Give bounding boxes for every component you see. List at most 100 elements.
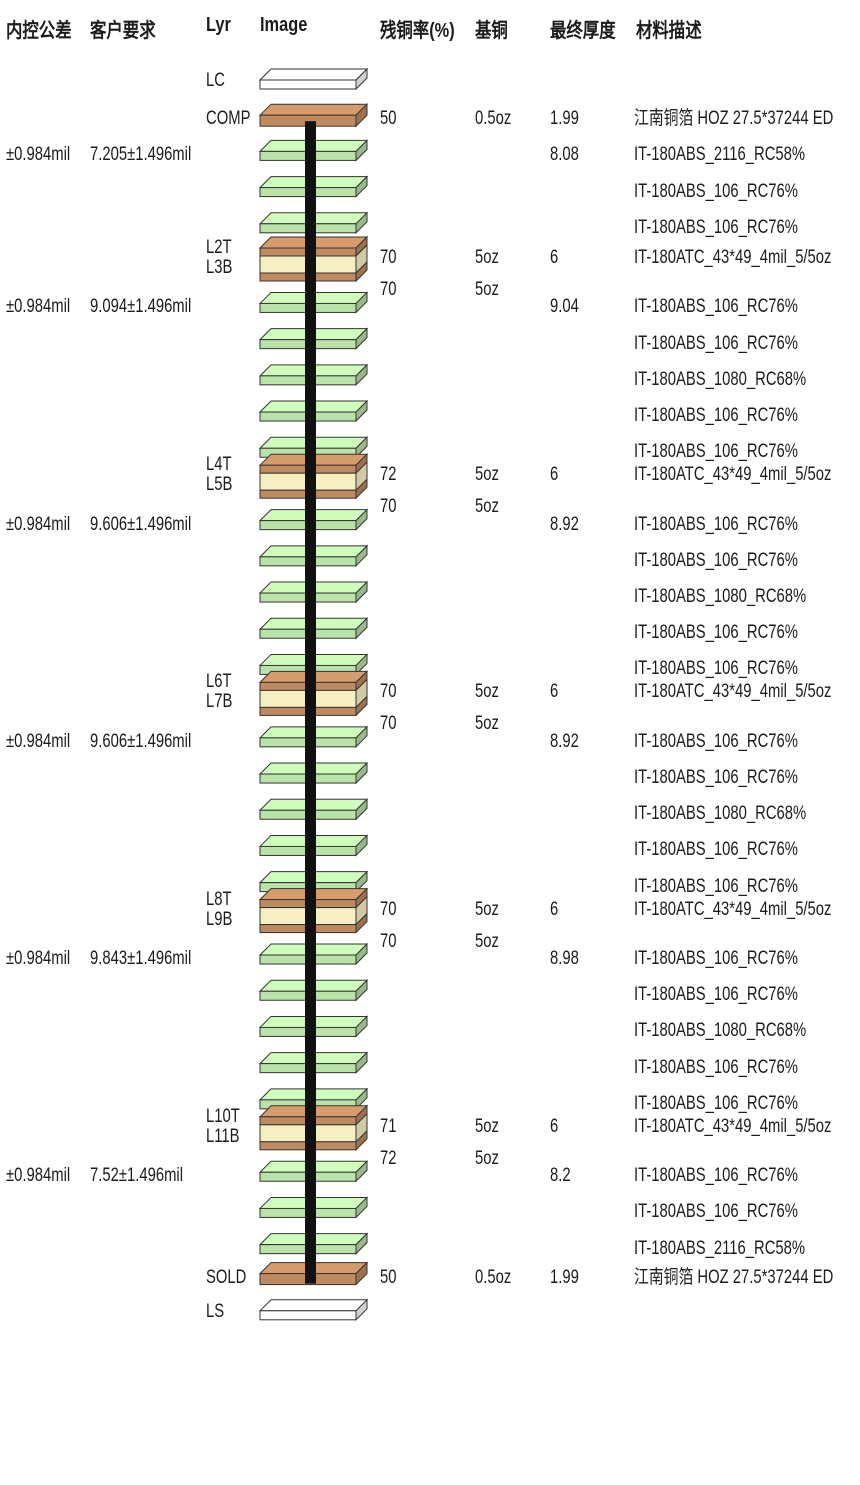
- customer-requirement: 9.843±1.496mil: [90, 948, 192, 970]
- core-copper-side: [355, 477, 368, 500]
- customer-requirement: 9.094±1.496mil: [90, 296, 192, 318]
- base-copper: 5oz: [475, 713, 499, 735]
- base-copper: 5oz: [475, 279, 499, 300]
- material-desc: IT-180ABS_106_RC76%: [634, 549, 798, 571]
- base-copper: 0.5oz: [475, 108, 512, 130]
- header-inner-tolerance: 内控公差: [6, 20, 72, 42]
- base-copper: 5oz: [475, 681, 499, 703]
- header-customer-requirement: 客户要求: [90, 20, 156, 42]
- base-copper: 5oz: [475, 496, 499, 518]
- final-thickness: 6: [550, 681, 559, 703]
- final-thickness: 1.99: [550, 1266, 579, 1288]
- header-image: Image: [260, 14, 308, 36]
- residual-copper: 70: [380, 279, 397, 300]
- material-desc: IT-180ABS_106_RC76%: [634, 948, 798, 970]
- material-desc: IT-180ABS_106_RC76%: [634, 1092, 798, 1114]
- final-thickness: 9.04: [550, 296, 579, 318]
- material-desc: IT-180ATC_43*49_4mil_5/5oz: [634, 464, 832, 486]
- customer-requirement: 9.606±1.496mil: [90, 730, 192, 752]
- header-base-copper: 基铜: [475, 20, 508, 42]
- solder-mask-bottom: [258, 1298, 369, 1322]
- material-desc: IT-180ABS_106_RC76%: [634, 767, 798, 789]
- inner-tolerance: ±0.984mil: [6, 296, 71, 318]
- material-desc: IT-180ABS_106_RC76%: [634, 405, 798, 427]
- inner-tolerance: ±0.984mil: [6, 513, 71, 535]
- residual-copper: 70: [380, 930, 397, 952]
- final-thickness: 8.98: [550, 948, 579, 970]
- final-thickness: 6: [550, 464, 559, 486]
- residual-copper: 70: [380, 247, 397, 268]
- material-desc: IT-180ABS_106_RC76%: [634, 658, 798, 680]
- residual-copper: 71: [380, 1115, 397, 1137]
- residual-copper: 70: [380, 496, 397, 518]
- material-desc: IT-180ABS_106_RC76%: [634, 513, 798, 535]
- residual-copper: 72: [380, 1147, 397, 1169]
- residual-copper: 72: [380, 464, 397, 486]
- final-thickness: 8.92: [550, 730, 579, 752]
- layer-label: L7B: [206, 691, 233, 713]
- base-copper: 0.5oz: [475, 1266, 512, 1288]
- material-desc: IT-180ABS_106_RC76%: [634, 875, 798, 897]
- material-desc: IT-180ABS_106_RC76%: [634, 1165, 798, 1187]
- material-desc: IT-180ABS_106_RC76%: [634, 730, 798, 752]
- material-desc: IT-180ABS_1080_RC68%: [634, 803, 807, 825]
- material-desc: IT-180ABS_106_RC76%: [634, 441, 798, 463]
- layer-label: L3B: [206, 257, 233, 278]
- residual-copper: 70: [380, 681, 397, 703]
- layer-label: COMP: [206, 108, 251, 130]
- material-desc: 江南铜箔 HOZ 27.5*37244 ED: [634, 1266, 834, 1288]
- final-thickness: 8.08: [550, 144, 579, 166]
- residual-copper: 50: [380, 108, 397, 130]
- customer-requirement: 7.205±1.496mil: [90, 144, 192, 166]
- residual-copper: 70: [380, 713, 397, 735]
- base-copper: 5oz: [475, 1115, 499, 1137]
- core-copper-side: [355, 912, 368, 934]
- core-copper-side: [355, 695, 368, 717]
- inner-tolerance: ±0.984mil: [6, 144, 71, 166]
- layer-label: LC: [206, 70, 225, 91]
- layer-label: L2T: [206, 237, 232, 258]
- material-desc: IT-180ABS_106_RC76%: [634, 622, 798, 644]
- base-copper: 5oz: [475, 247, 499, 268]
- residual-copper: 50: [380, 1266, 397, 1288]
- core-copper-side: [355, 260, 368, 283]
- material-desc: IT-180ABS_106_RC76%: [634, 296, 798, 318]
- inner-tolerance: ±0.984mil: [6, 948, 71, 970]
- final-thickness: 6: [550, 247, 559, 268]
- material-desc: IT-180ATC_43*49_4mil_5/5oz: [634, 898, 832, 920]
- base-copper: 5oz: [475, 930, 499, 952]
- layer-label: L10T: [206, 1105, 240, 1127]
- final-thickness: 8.2: [550, 1165, 571, 1187]
- final-thickness: 6: [550, 1115, 559, 1137]
- base-copper: 5oz: [475, 898, 499, 920]
- core-copper-side: [355, 1129, 368, 1152]
- final-thickness: 6: [550, 898, 559, 920]
- header-material: 材料描述: [636, 20, 702, 42]
- base-copper: 5oz: [475, 464, 499, 486]
- material-desc: IT-180ABS_1080_RC68%: [634, 1020, 807, 1042]
- final-thickness: 8.92: [550, 513, 579, 535]
- header-final-thickness: 最终厚度: [550, 20, 616, 42]
- residual-copper: 70: [380, 898, 397, 920]
- material-desc: IT-180ABS_106_RC76%: [634, 216, 798, 238]
- inner-tolerance: ±0.984mil: [6, 1165, 71, 1187]
- layer-label: L9B: [206, 908, 233, 930]
- material-desc: IT-180ABS_106_RC76%: [634, 839, 798, 861]
- header-residual-copper: 残铜率(%): [380, 20, 455, 42]
- solder-mask-top: [258, 67, 369, 91]
- customer-requirement: 7.52±1.496mil: [90, 1165, 184, 1187]
- material-desc: IT-180ABS_1080_RC68%: [634, 368, 807, 390]
- material-desc: IT-180ABS_106_RC76%: [634, 984, 798, 1006]
- material-desc: IT-180ABS_2116_RC58%: [634, 1237, 806, 1259]
- material-desc: 江南铜箔 HOZ 27.5*37244 ED: [634, 108, 834, 130]
- material-desc: IT-180ABS_106_RC76%: [634, 1201, 798, 1223]
- layer-label: L11B: [206, 1125, 240, 1147]
- material-desc: IT-180ABS_106_RC76%: [634, 180, 798, 202]
- material-desc: IT-180ABS_106_RC76%: [634, 332, 798, 354]
- header-layer: Lyr: [206, 14, 231, 36]
- inner-tolerance: ±0.984mil: [6, 730, 71, 752]
- layer-label: L5B: [206, 474, 233, 496]
- layer-label: L6T: [206, 671, 232, 693]
- copper-foil-top: [258, 102, 369, 128]
